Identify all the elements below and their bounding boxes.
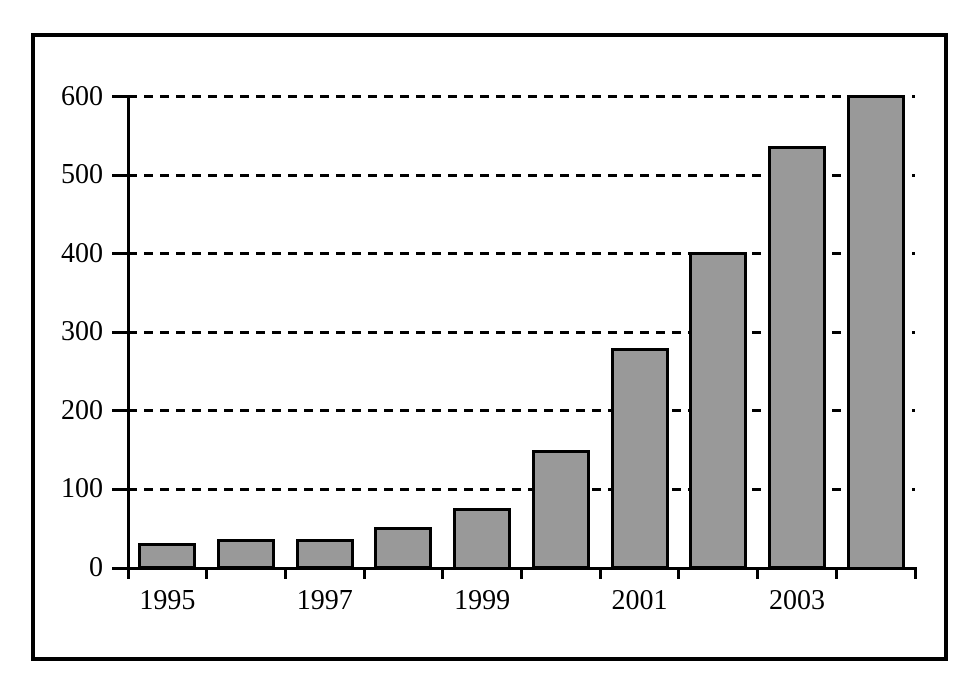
x-axis-label: 2001: [611, 585, 668, 616]
y-axis-tick-400: [112, 252, 128, 256]
x-axis-label: 1999: [454, 585, 511, 616]
y-axis-tick-200: [112, 409, 128, 413]
y-axis-tick-100: [112, 487, 128, 491]
x-axis-label: 1997: [296, 585, 353, 616]
gridline-300: [128, 330, 915, 334]
x-axis-tick-4: [441, 568, 445, 579]
bar-2001: [610, 348, 669, 570]
x-axis-tick-1: [205, 568, 209, 579]
bar-2004: [846, 95, 905, 570]
bar-1996: [217, 538, 276, 570]
bar-2003: [767, 146, 826, 570]
y-axis-label: 0: [89, 552, 103, 583]
x-axis-tick-5: [520, 568, 523, 579]
y-axis-tick-500: [112, 173, 128, 177]
y-axis-tick-0: [112, 566, 128, 570]
gridline-500: [128, 173, 915, 177]
y-axis-label: 300: [61, 316, 103, 348]
x-axis-label: 2003: [768, 585, 825, 616]
y-axis-label: 200: [61, 394, 103, 426]
y-axis-label: 500: [61, 159, 103, 191]
x-axis-tick-0: [126, 568, 130, 579]
x-axis-tick-6: [598, 568, 602, 579]
bar-1998: [374, 527, 433, 570]
x-axis-tick-7: [677, 568, 681, 579]
bar-1995: [138, 542, 197, 570]
x-axis-tick-9: [834, 568, 838, 579]
x-axis-label: 1995: [139, 585, 196, 616]
gridline-100: [128, 487, 915, 491]
bar-1997: [295, 538, 354, 570]
x-axis-tick-8: [756, 568, 760, 579]
gridline-400: [128, 252, 915, 256]
gridline-600: [128, 95, 915, 98]
x-axis-tick-2: [283, 568, 287, 579]
bar-2002: [689, 252, 748, 570]
y-axis-tick-300: [112, 330, 128, 334]
y-axis-label: 600: [61, 80, 103, 112]
y-axis-tick-600: [112, 95, 128, 98]
y-axis-line: [126, 95, 130, 570]
bar-1999: [453, 507, 512, 570]
y-axis-label: 400: [61, 237, 103, 269]
bar-2000: [531, 450, 590, 570]
y-axis-label: 100: [61, 473, 103, 505]
gridline-200: [128, 409, 915, 413]
x-axis-tick-10: [913, 568, 917, 579]
x-axis-tick-3: [362, 568, 366, 579]
